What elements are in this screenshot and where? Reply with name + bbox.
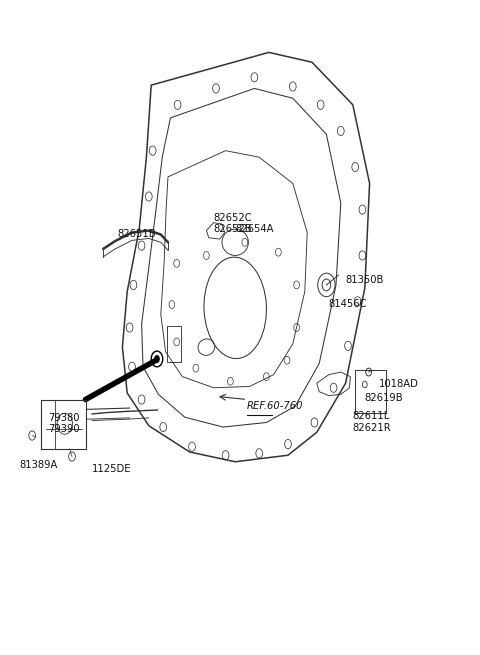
Text: 82611L
82621R: 82611L 82621R: [353, 411, 391, 433]
Circle shape: [151, 351, 163, 367]
Text: 82652C
82652B: 82652C 82652B: [214, 213, 252, 234]
Text: REF.60-760: REF.60-760: [247, 401, 304, 411]
Text: 81456C: 81456C: [329, 299, 367, 309]
Text: 1125DE: 1125DE: [92, 464, 132, 474]
Text: 82651B: 82651B: [118, 229, 156, 239]
Text: 1018AD: 1018AD: [379, 379, 419, 388]
Text: 82619B: 82619B: [365, 393, 403, 403]
Text: 79380
79390: 79380 79390: [48, 413, 80, 434]
Text: 81389A: 81389A: [19, 460, 58, 470]
Text: 82654A: 82654A: [235, 224, 274, 234]
Text: 81350B: 81350B: [346, 275, 384, 285]
Circle shape: [154, 355, 160, 363]
